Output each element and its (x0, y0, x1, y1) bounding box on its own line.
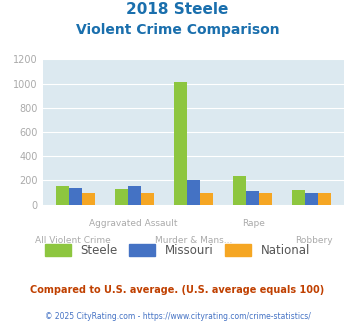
Text: Aggravated Assault: Aggravated Assault (89, 219, 178, 228)
Text: Rape: Rape (242, 219, 265, 228)
Bar (56, 186, 69, 205)
Text: Murder & Mans...: Murder & Mans... (155, 236, 232, 245)
Legend: Steele, Missouri, National: Steele, Missouri, National (40, 239, 315, 261)
Text: 2018 Steele: 2018 Steele (126, 2, 229, 16)
Bar (318, 192, 331, 205)
Text: Violent Crime Comparison: Violent Crime Comparison (76, 23, 279, 37)
Text: © 2025 CityRating.com - https://www.cityrating.com/crime-statistics/: © 2025 CityRating.com - https://www.city… (45, 312, 310, 321)
Bar (69, 188, 82, 205)
Bar (128, 186, 141, 205)
Bar (200, 192, 213, 205)
Text: Robbery: Robbery (295, 236, 333, 245)
Bar (233, 176, 246, 205)
Bar (246, 191, 259, 205)
Bar (82, 192, 95, 205)
Bar (305, 192, 318, 205)
Text: Compared to U.S. average. (U.S. average equals 100): Compared to U.S. average. (U.S. average … (31, 285, 324, 295)
Bar (141, 192, 154, 205)
Bar (259, 192, 272, 205)
Text: All Violent Crime: All Violent Crime (35, 236, 111, 245)
Bar (115, 189, 128, 205)
Bar (292, 190, 305, 205)
Bar (174, 82, 187, 205)
Bar (187, 181, 200, 205)
